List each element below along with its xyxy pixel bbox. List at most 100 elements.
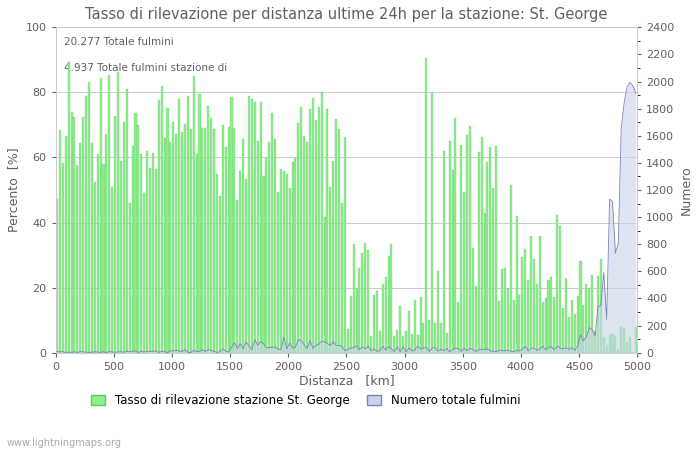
- Bar: [323, 217, 326, 353]
- Bar: [460, 145, 462, 353]
- Bar: [391, 244, 393, 353]
- Bar: [446, 333, 448, 353]
- Bar: [167, 108, 169, 353]
- Bar: [88, 82, 90, 353]
- Text: 20.277 Totale fulmini: 20.277 Totale fulmini: [64, 37, 174, 47]
- Bar: [303, 135, 305, 353]
- Bar: [419, 297, 421, 353]
- Bar: [379, 331, 381, 353]
- Bar: [271, 113, 273, 353]
- Bar: [536, 284, 538, 353]
- Bar: [588, 288, 590, 353]
- X-axis label: Distanza   [km]: Distanza [km]: [299, 374, 394, 387]
- Bar: [260, 102, 262, 353]
- Bar: [59, 130, 61, 353]
- Bar: [288, 189, 290, 353]
- Bar: [265, 158, 267, 353]
- Bar: [338, 129, 340, 353]
- Bar: [570, 300, 573, 353]
- Bar: [300, 107, 302, 353]
- Bar: [237, 200, 238, 353]
- Bar: [164, 138, 166, 353]
- Bar: [341, 203, 343, 353]
- Bar: [368, 250, 369, 353]
- Bar: [475, 286, 477, 353]
- Bar: [251, 99, 253, 353]
- Bar: [344, 137, 346, 353]
- Bar: [512, 300, 514, 353]
- Bar: [71, 112, 73, 353]
- Bar: [283, 171, 285, 353]
- Bar: [530, 236, 532, 353]
- Bar: [452, 170, 454, 353]
- Bar: [492, 189, 494, 353]
- Bar: [195, 154, 197, 353]
- Bar: [405, 330, 407, 353]
- Bar: [591, 275, 593, 353]
- Bar: [123, 122, 125, 353]
- Bar: [312, 98, 314, 353]
- Bar: [190, 129, 192, 353]
- Bar: [99, 77, 102, 353]
- Bar: [515, 216, 517, 353]
- Bar: [158, 100, 160, 353]
- Bar: [204, 128, 206, 353]
- Bar: [82, 117, 84, 353]
- Bar: [137, 125, 139, 353]
- Bar: [542, 302, 544, 353]
- Bar: [426, 58, 428, 353]
- Y-axis label: Numero: Numero: [680, 165, 693, 215]
- Bar: [332, 161, 335, 353]
- Bar: [612, 334, 613, 353]
- Bar: [202, 128, 204, 353]
- Bar: [373, 295, 375, 353]
- Bar: [257, 141, 259, 353]
- Bar: [161, 86, 162, 353]
- Bar: [199, 94, 200, 353]
- Text: www.lightningmaps.org: www.lightningmaps.org: [7, 438, 122, 448]
- Bar: [91, 143, 93, 353]
- Bar: [225, 147, 227, 353]
- Bar: [489, 147, 491, 353]
- Bar: [114, 116, 116, 353]
- Bar: [306, 142, 308, 353]
- Bar: [233, 128, 235, 353]
- Bar: [248, 96, 250, 353]
- Bar: [242, 139, 244, 353]
- Bar: [102, 164, 104, 353]
- Bar: [216, 174, 218, 353]
- Bar: [443, 152, 444, 353]
- Bar: [280, 169, 282, 353]
- Bar: [504, 268, 506, 353]
- Bar: [507, 288, 509, 353]
- Bar: [382, 284, 384, 353]
- Bar: [346, 328, 349, 353]
- Bar: [396, 330, 398, 353]
- Bar: [97, 154, 99, 353]
- Bar: [64, 135, 67, 353]
- Bar: [606, 345, 608, 353]
- Bar: [193, 76, 195, 353]
- Bar: [603, 337, 605, 353]
- Bar: [594, 331, 596, 353]
- Bar: [315, 120, 317, 353]
- Bar: [326, 108, 328, 353]
- Bar: [210, 117, 212, 353]
- Bar: [120, 162, 122, 353]
- Bar: [330, 186, 331, 353]
- Bar: [94, 182, 96, 353]
- Bar: [335, 119, 337, 353]
- Bar: [364, 243, 366, 353]
- Bar: [152, 153, 154, 353]
- Bar: [539, 236, 541, 353]
- Bar: [559, 226, 561, 353]
- Bar: [615, 336, 617, 353]
- Text: 4.937 Totale fulmini stazione di: 4.937 Totale fulmini stazione di: [64, 63, 228, 73]
- Bar: [510, 185, 512, 353]
- Bar: [286, 174, 288, 353]
- Bar: [228, 127, 230, 353]
- Bar: [562, 308, 564, 353]
- Bar: [213, 129, 215, 353]
- Bar: [501, 269, 503, 353]
- Bar: [440, 323, 442, 353]
